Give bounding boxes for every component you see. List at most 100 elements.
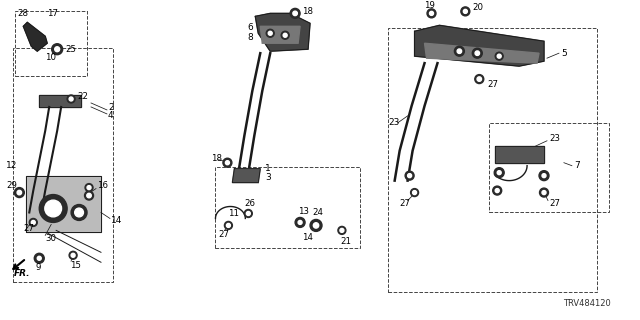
Circle shape [413,191,417,195]
Bar [489,123,609,212]
Text: 19: 19 [424,1,435,10]
Text: 25: 25 [65,45,76,54]
Circle shape [290,8,300,18]
Circle shape [408,174,412,178]
Bar [216,167,360,248]
Circle shape [266,29,274,37]
Circle shape [540,188,548,197]
Text: 30: 30 [45,234,56,243]
Circle shape [281,31,289,39]
Circle shape [463,9,467,13]
Circle shape [340,228,344,232]
Text: 9: 9 [35,263,41,272]
Text: 27: 27 [23,224,35,233]
Circle shape [295,218,305,228]
Circle shape [283,33,287,37]
Circle shape [495,188,499,193]
Circle shape [429,11,433,15]
Polygon shape [39,95,81,107]
Circle shape [497,54,501,58]
Polygon shape [424,43,539,63]
Circle shape [293,11,298,16]
Text: 14: 14 [302,233,313,242]
Circle shape [225,161,229,165]
Text: 8: 8 [247,33,253,42]
Text: 22: 22 [77,92,88,101]
Circle shape [29,219,37,227]
Circle shape [52,44,63,55]
Circle shape [472,48,483,58]
Circle shape [454,46,465,56]
Circle shape [542,174,546,178]
Text: 28: 28 [17,9,28,18]
Circle shape [14,188,24,197]
Text: 4: 4 [108,111,113,120]
Text: 1: 1 [265,164,271,173]
Text: 29: 29 [6,181,17,190]
Circle shape [268,31,272,35]
Text: 23: 23 [549,134,560,143]
Circle shape [542,190,546,195]
Circle shape [461,7,470,16]
Text: 7: 7 [574,161,580,170]
Text: 26: 26 [244,199,255,208]
Circle shape [87,186,91,189]
Circle shape [495,52,503,60]
Circle shape [85,184,93,192]
Text: 10: 10 [45,53,56,62]
Circle shape [37,256,41,260]
Text: 27: 27 [218,230,230,239]
Circle shape [405,171,414,180]
Text: 27: 27 [549,199,560,208]
Text: 18: 18 [211,154,223,163]
Text: 13: 13 [298,207,309,216]
Text: 3: 3 [265,173,271,182]
Bar [13,48,113,282]
Circle shape [298,220,302,224]
Circle shape [54,47,60,52]
Text: FR.: FR. [13,269,30,278]
Text: 11: 11 [228,209,239,218]
Circle shape [35,253,44,263]
Text: 6: 6 [247,23,253,32]
Circle shape [227,223,230,228]
Text: 21: 21 [340,237,351,246]
Circle shape [427,9,436,18]
Circle shape [338,227,346,234]
Bar [15,12,87,76]
Circle shape [45,200,61,217]
Polygon shape [415,25,544,66]
Polygon shape [495,146,544,163]
Text: 5: 5 [561,49,566,58]
Text: 27: 27 [399,199,411,208]
Text: 20: 20 [472,3,483,12]
Circle shape [223,158,232,167]
Circle shape [67,95,75,103]
Text: 14: 14 [111,216,122,225]
Circle shape [244,210,252,218]
Circle shape [84,191,93,200]
Circle shape [39,195,67,222]
Text: 27: 27 [487,80,499,89]
Text: 15: 15 [70,261,81,270]
Circle shape [314,223,319,228]
Circle shape [225,221,232,229]
Circle shape [457,49,461,53]
Text: 23: 23 [388,118,400,127]
Circle shape [493,186,502,195]
Circle shape [71,204,87,220]
Polygon shape [232,169,260,183]
Polygon shape [26,176,101,232]
Circle shape [69,97,73,101]
Circle shape [75,208,83,217]
Circle shape [494,168,504,178]
Circle shape [477,77,481,81]
Text: TRV484120: TRV484120 [563,299,611,308]
Circle shape [497,171,501,175]
Polygon shape [255,13,310,51]
Text: 16: 16 [97,181,108,190]
Text: 17: 17 [47,9,58,18]
Circle shape [246,212,250,215]
Circle shape [87,193,92,198]
Circle shape [71,253,75,257]
